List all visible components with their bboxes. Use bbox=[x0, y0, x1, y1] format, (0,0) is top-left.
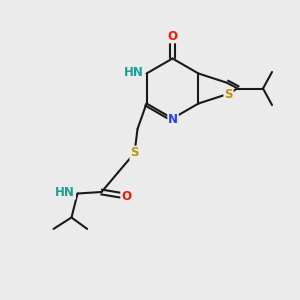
Text: HN: HN bbox=[55, 186, 75, 199]
Text: N: N bbox=[168, 113, 178, 126]
Text: S: S bbox=[130, 146, 139, 160]
Text: O: O bbox=[167, 29, 178, 43]
Text: HN: HN bbox=[124, 65, 144, 79]
Text: S: S bbox=[224, 88, 233, 101]
Text: O: O bbox=[121, 190, 131, 203]
